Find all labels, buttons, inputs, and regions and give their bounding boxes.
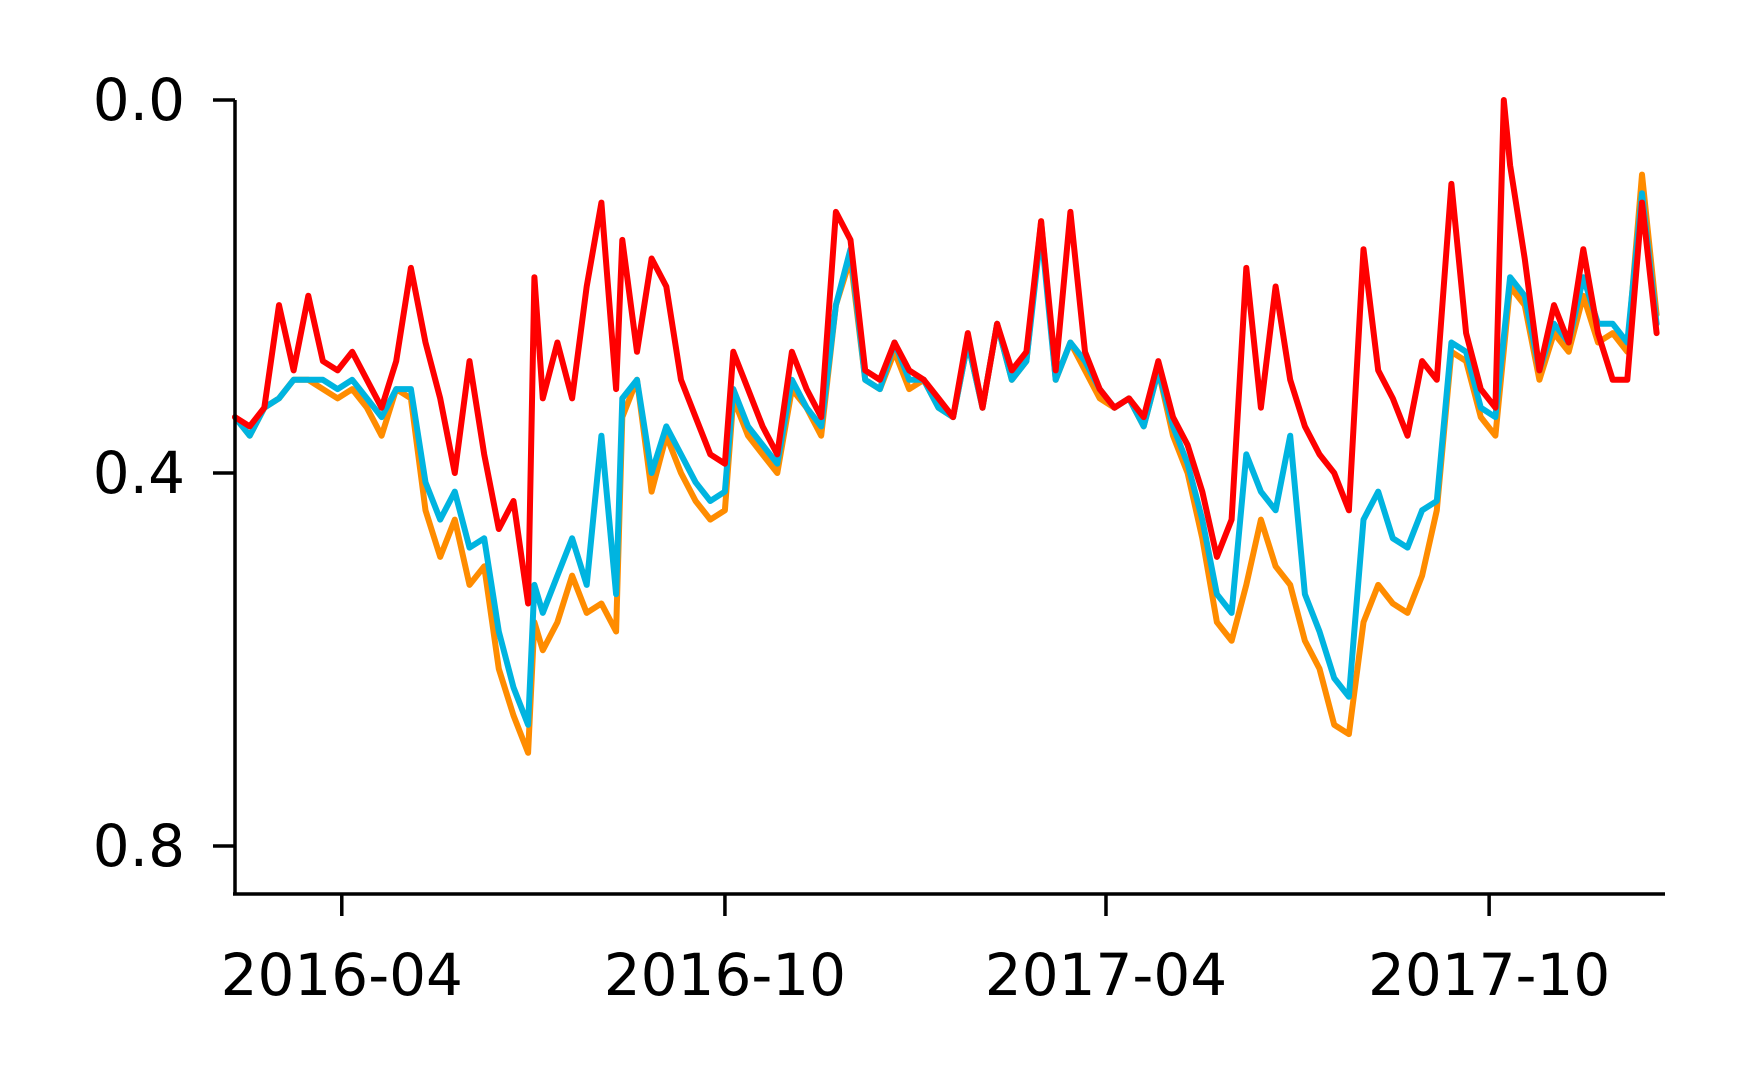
axes-layer [233,100,1665,896]
y-tick-label: 0.8 [93,812,185,880]
x-tick-label: 2017-04 [985,941,1227,1009]
ticks-layer: 0.0 0.4 0.8 2016-04 2016-10 2017-04 2017-10 [93,66,1611,1009]
x-tick-label: 2017-10 [1368,941,1610,1009]
y-tick-label: 0.4 [93,439,185,507]
x-tick-label: 2016-04 [221,941,463,1009]
y-tick-label: 0.0 [93,66,185,134]
series-layer [232,97,1660,756]
x-tick-label: 2016-10 [604,941,846,1009]
series-line-3 [232,97,1660,607]
